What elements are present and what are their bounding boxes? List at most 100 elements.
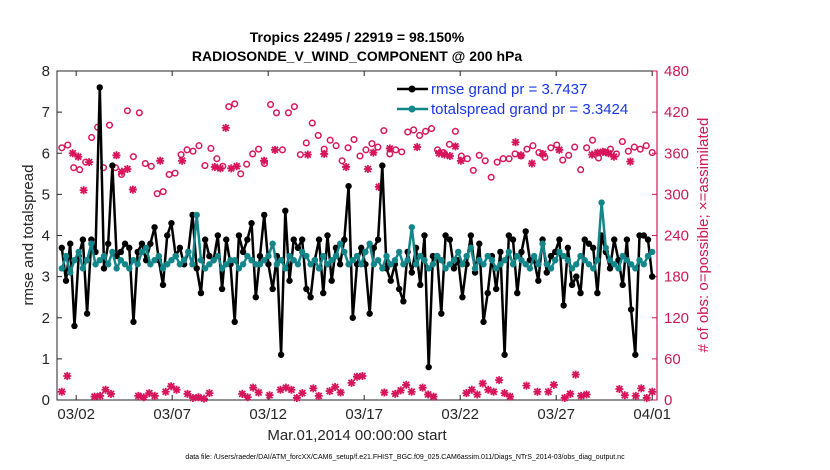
- totalspread-point: [214, 252, 222, 260]
- obs-assimilated-point: [260, 156, 269, 165]
- obs-possible-point: [266, 101, 275, 109]
- rmse-point: [358, 244, 365, 252]
- obs-assimilated-point: [609, 152, 618, 161]
- obs-assimilated-point: [309, 384, 318, 393]
- obs-assimilated-point: [314, 391, 323, 400]
- totalspread-point: [62, 252, 70, 260]
- obs-assimilated-point: [380, 388, 389, 397]
- obs-assimilated-point: [571, 370, 580, 379]
- obs-assimilated-point: [511, 138, 520, 147]
- rmse-point: [320, 289, 327, 297]
- rmse-point: [235, 232, 243, 239]
- legend-spread-label: totalspread grand pr = 3.3424: [431, 101, 628, 118]
- y-tick-label-left: 2: [42, 310, 50, 327]
- totalspread-point: [88, 240, 95, 247]
- obs-assimilated-point: [281, 383, 290, 392]
- rmse-point: [611, 236, 618, 243]
- obs-possible-point: [523, 145, 531, 153]
- totalspread-point: [290, 256, 297, 264]
- obs-possible-point: [368, 140, 376, 148]
- obs-assimilated-point: [249, 383, 258, 392]
- totalspread-point: [484, 252, 491, 260]
- totalspread-point: [598, 199, 605, 206]
- obs-assimilated-point: [79, 186, 88, 195]
- obs-assimilated-point: [489, 387, 498, 396]
- obs-assimilated-point: [210, 162, 219, 171]
- totalspread-point: [92, 261, 99, 268]
- rmse-point: [450, 265, 458, 272]
- y-tick-label-right: 240: [664, 228, 689, 245]
- y-tick-label-right: 360: [664, 145, 689, 162]
- obs-assimilated-point: [396, 386, 405, 395]
- rmse-point: [484, 289, 491, 297]
- totalspread-point: [640, 261, 647, 268]
- obs-assimilated-point: [68, 149, 77, 158]
- rmse-point: [294, 244, 302, 252]
- obs-assimilated-point: [467, 385, 476, 394]
- obs-possible-point: [88, 133, 96, 142]
- totalspread-point: [619, 252, 626, 260]
- totalspread-point: [526, 265, 534, 272]
- rmse-point: [623, 236, 631, 243]
- totalspread-point: [412, 261, 420, 268]
- totalspread-point: [206, 261, 213, 268]
- y-tick-label-left: 7: [42, 104, 50, 121]
- totalspread-point: [113, 265, 120, 272]
- totalspread-point: [328, 256, 335, 264]
- y-tick-label-right: 0: [664, 392, 672, 409]
- totalspread-point: [201, 265, 209, 272]
- totalspread-point: [433, 252, 441, 260]
- totalspread-point: [488, 256, 496, 264]
- totalspread-point: [362, 248, 369, 256]
- obs-possible-point: [278, 146, 287, 154]
- totalspread-point: [421, 256, 428, 264]
- totalspread-point: [349, 256, 356, 264]
- totalspread-series: [58, 199, 656, 276]
- obs-assimilated-point: [292, 393, 301, 402]
- obs-assimilated-point: [445, 151, 454, 160]
- obs-assimilated-point: [517, 151, 525, 160]
- obs-assimilated-point: [391, 389, 400, 398]
- rmse-point: [256, 252, 264, 260]
- totalspread-point: [189, 261, 196, 268]
- totalspread-point: [535, 261, 542, 268]
- obs-assimilated-point: [429, 392, 438, 401]
- rmse-point: [269, 285, 276, 293]
- legend-spread-marker: [408, 105, 416, 113]
- obs-assimilated-point: [385, 144, 394, 153]
- rmse-point: [130, 318, 137, 326]
- rmse-point: [218, 285, 226, 293]
- obs-assimilated-point: [358, 372, 367, 381]
- y-tick-label-right: 480: [664, 63, 689, 80]
- totalspread-point: [476, 256, 483, 264]
- rmse-point: [83, 310, 91, 317]
- obs-possible-point: [338, 157, 346, 165]
- totalspread-point: [286, 252, 293, 260]
- totalspread-point: [383, 252, 390, 260]
- totalspread-point: [644, 252, 652, 260]
- totalspread-point: [164, 261, 171, 268]
- obs-assimilated-point: [642, 393, 651, 402]
- obs-assimilated-point: [112, 151, 121, 160]
- obs-possible-point: [493, 158, 501, 166]
- rmse-point: [408, 269, 416, 276]
- obs-possible-point: [344, 144, 352, 152]
- rmse-point: [214, 232, 222, 239]
- obs-assimilated-point: [150, 391, 159, 400]
- totalspread-point: [311, 256, 319, 264]
- totalspread-point: [168, 256, 175, 264]
- obs-possible-point: [648, 149, 656, 157]
- totalspread-point: [366, 240, 373, 247]
- totalspread-point: [606, 256, 614, 264]
- obs-assimilated-point: [271, 145, 279, 154]
- rmse-point: [492, 285, 500, 293]
- obs-possible-point: [642, 142, 650, 150]
- rmse-point: [176, 244, 184, 252]
- rmse-point: [201, 236, 209, 243]
- obs-possible-point: [487, 173, 495, 181]
- rmse-point: [522, 228, 529, 235]
- obs-possible-point: [350, 135, 358, 144]
- obs-possible-point: [392, 146, 400, 154]
- rmse-point: [121, 240, 129, 247]
- totalspread-point: [121, 261, 129, 268]
